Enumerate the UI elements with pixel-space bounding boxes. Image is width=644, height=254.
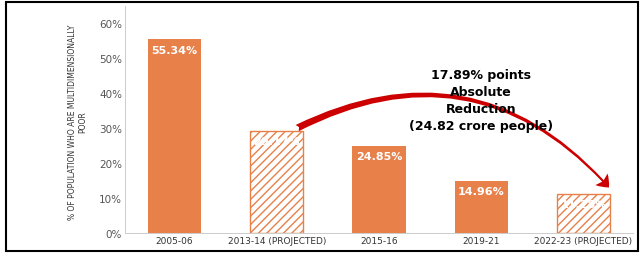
Bar — [250, 132, 303, 233]
Text: 24.85%: 24.85% — [355, 152, 402, 162]
Text: % OF POPULATION WHO ARE MULTIDIMENSIONALLY
POOR: % OF POPULATION WHO ARE MULTIDIMENSIONAL… — [68, 24, 87, 219]
Text: 14.96%: 14.96% — [458, 186, 505, 196]
Bar — [148, 40, 201, 233]
Text: 11.28%: 11.28% — [560, 199, 607, 209]
Text: 29.17%: 29.17% — [254, 137, 300, 147]
Bar — [352, 147, 406, 233]
Bar — [557, 194, 610, 233]
Text: 55.34%: 55.34% — [151, 45, 198, 56]
Bar — [455, 181, 507, 233]
Text: 17.89% points
Absolute
Reduction
(24.82 crore people): 17.89% points Absolute Reduction (24.82 … — [409, 69, 553, 133]
